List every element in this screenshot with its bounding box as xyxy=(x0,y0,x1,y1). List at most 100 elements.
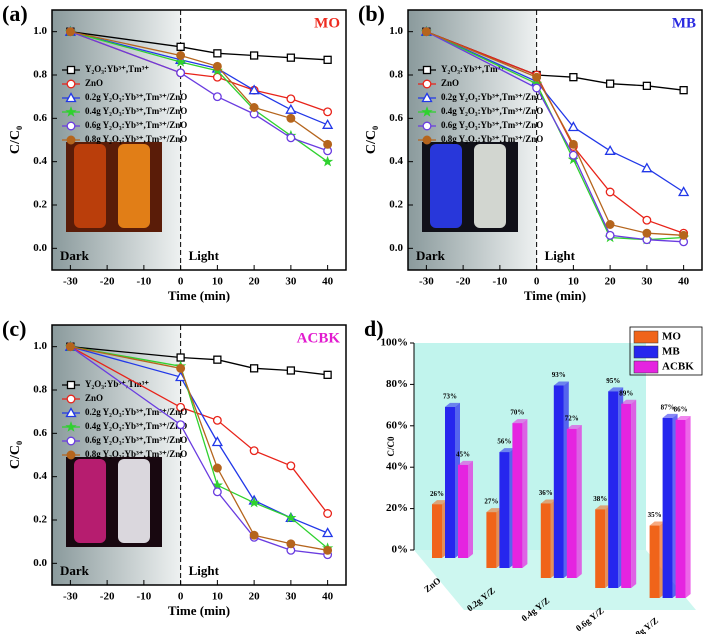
marker xyxy=(605,230,615,240)
photo-tube xyxy=(474,144,506,228)
bar xyxy=(499,448,515,568)
bar-front xyxy=(608,391,619,588)
value-label: 89% xyxy=(619,389,633,397)
marker xyxy=(175,56,187,67)
marker xyxy=(212,415,222,425)
panel-label: (b) xyxy=(358,1,385,26)
bar-top xyxy=(675,415,691,420)
marker xyxy=(176,42,185,51)
plot-frame xyxy=(51,324,347,586)
x-tick-label: -10 xyxy=(493,276,508,288)
panel-label: d) xyxy=(364,316,384,341)
series xyxy=(65,342,333,555)
legend-label: 0.2g Y₂O₃:Yb³⁺,Tm³⁺/ZnO xyxy=(85,92,187,102)
bar xyxy=(566,424,582,578)
series xyxy=(65,27,333,149)
bar-top xyxy=(608,387,624,392)
panel-label: (c) xyxy=(2,316,26,341)
y-tick-label: 0.6 xyxy=(389,112,403,124)
value-label: 38% xyxy=(593,495,607,503)
y-tick-label: 0.8 xyxy=(33,384,47,396)
x-tick-label: -10 xyxy=(137,591,152,603)
plot-frame xyxy=(407,9,703,271)
y-tick-label: 0.4 xyxy=(33,155,47,167)
marker xyxy=(641,162,653,173)
bar-top xyxy=(499,448,515,453)
x-tick-label: 40 xyxy=(322,591,334,603)
y-tick-label: 0.8 xyxy=(389,69,403,81)
x-tick-label: 0 xyxy=(178,591,184,603)
marker xyxy=(286,366,296,375)
y-tick-label: 0.2 xyxy=(33,199,47,211)
bar xyxy=(675,415,691,598)
bar xyxy=(595,505,611,588)
marker xyxy=(286,53,296,62)
marker xyxy=(642,215,652,225)
bar-top xyxy=(445,402,460,407)
y-tick-label: 0.8 xyxy=(33,69,47,81)
marker xyxy=(323,509,333,518)
x-tick-label: 10 xyxy=(568,276,580,288)
bar-front xyxy=(595,509,606,588)
light-label: Light xyxy=(189,563,220,578)
x-tick-label: -20 xyxy=(100,276,115,288)
marker xyxy=(66,380,76,390)
series-line xyxy=(426,31,684,234)
legend-label: 0.4g Y₂O₃:Yb³⁺,Tm³⁺/ZnO xyxy=(85,106,187,116)
marker xyxy=(605,220,615,229)
y-tick-label: 20% xyxy=(386,502,408,514)
value-label: 27% xyxy=(484,498,498,506)
legend-label: Y₂O₃:Yb³⁺,Tm³⁺ xyxy=(441,64,505,74)
bar-side xyxy=(522,419,528,568)
marker xyxy=(212,463,222,473)
bar xyxy=(608,387,624,588)
bar-top xyxy=(486,508,502,513)
value-label: 56% xyxy=(497,438,511,446)
value-label: 93% xyxy=(552,371,566,379)
y-tick-label: 1.0 xyxy=(389,25,403,37)
value-label: 45% xyxy=(456,450,470,458)
panel-title: MB xyxy=(672,15,696,31)
value-label: 86% xyxy=(674,406,688,414)
value-label: 95% xyxy=(606,377,620,385)
marker xyxy=(322,155,334,167)
legend-label: ACBK xyxy=(662,361,694,373)
marker xyxy=(568,139,578,149)
x-tick-label: -20 xyxy=(456,276,471,288)
marker xyxy=(211,436,223,447)
dark-label: Dark xyxy=(416,248,446,263)
x-tick-label: 0.8g Y/Z xyxy=(628,615,660,634)
x-tick-label: -20 xyxy=(100,591,115,603)
marker xyxy=(249,103,259,112)
y-tick-label: 0.2 xyxy=(33,514,47,526)
y-tick-label: 0.2 xyxy=(389,199,403,211)
value-label: 73% xyxy=(443,392,457,400)
marker xyxy=(422,121,432,131)
marker xyxy=(421,106,433,117)
bar-side xyxy=(685,415,691,598)
x-tick-label: 40 xyxy=(678,276,690,288)
marker xyxy=(176,68,186,78)
photo-tube xyxy=(74,459,106,543)
bar xyxy=(553,381,569,578)
legend-label: Y₂O₃:Yb³⁺,Tm³⁺ xyxy=(85,64,149,74)
bar-top xyxy=(649,521,665,526)
bar-side xyxy=(468,460,473,558)
x-tick-label: 10 xyxy=(212,591,224,603)
marker xyxy=(65,421,77,432)
series-line xyxy=(426,31,684,236)
x-tick-label: -30 xyxy=(63,591,78,603)
marker xyxy=(65,92,77,103)
marker xyxy=(323,545,333,555)
marker xyxy=(604,145,616,155)
y-tick-label: 0% xyxy=(392,544,409,556)
value-label: 70% xyxy=(510,409,524,417)
marker xyxy=(605,187,615,197)
marker xyxy=(65,342,75,352)
series-line xyxy=(426,31,684,243)
bar-front xyxy=(553,385,564,578)
y-tick-label: 40% xyxy=(386,461,408,473)
bar-side xyxy=(631,399,637,588)
legend-label: ZnO xyxy=(85,393,103,403)
x-axis-label: Time (min) xyxy=(524,288,586,303)
